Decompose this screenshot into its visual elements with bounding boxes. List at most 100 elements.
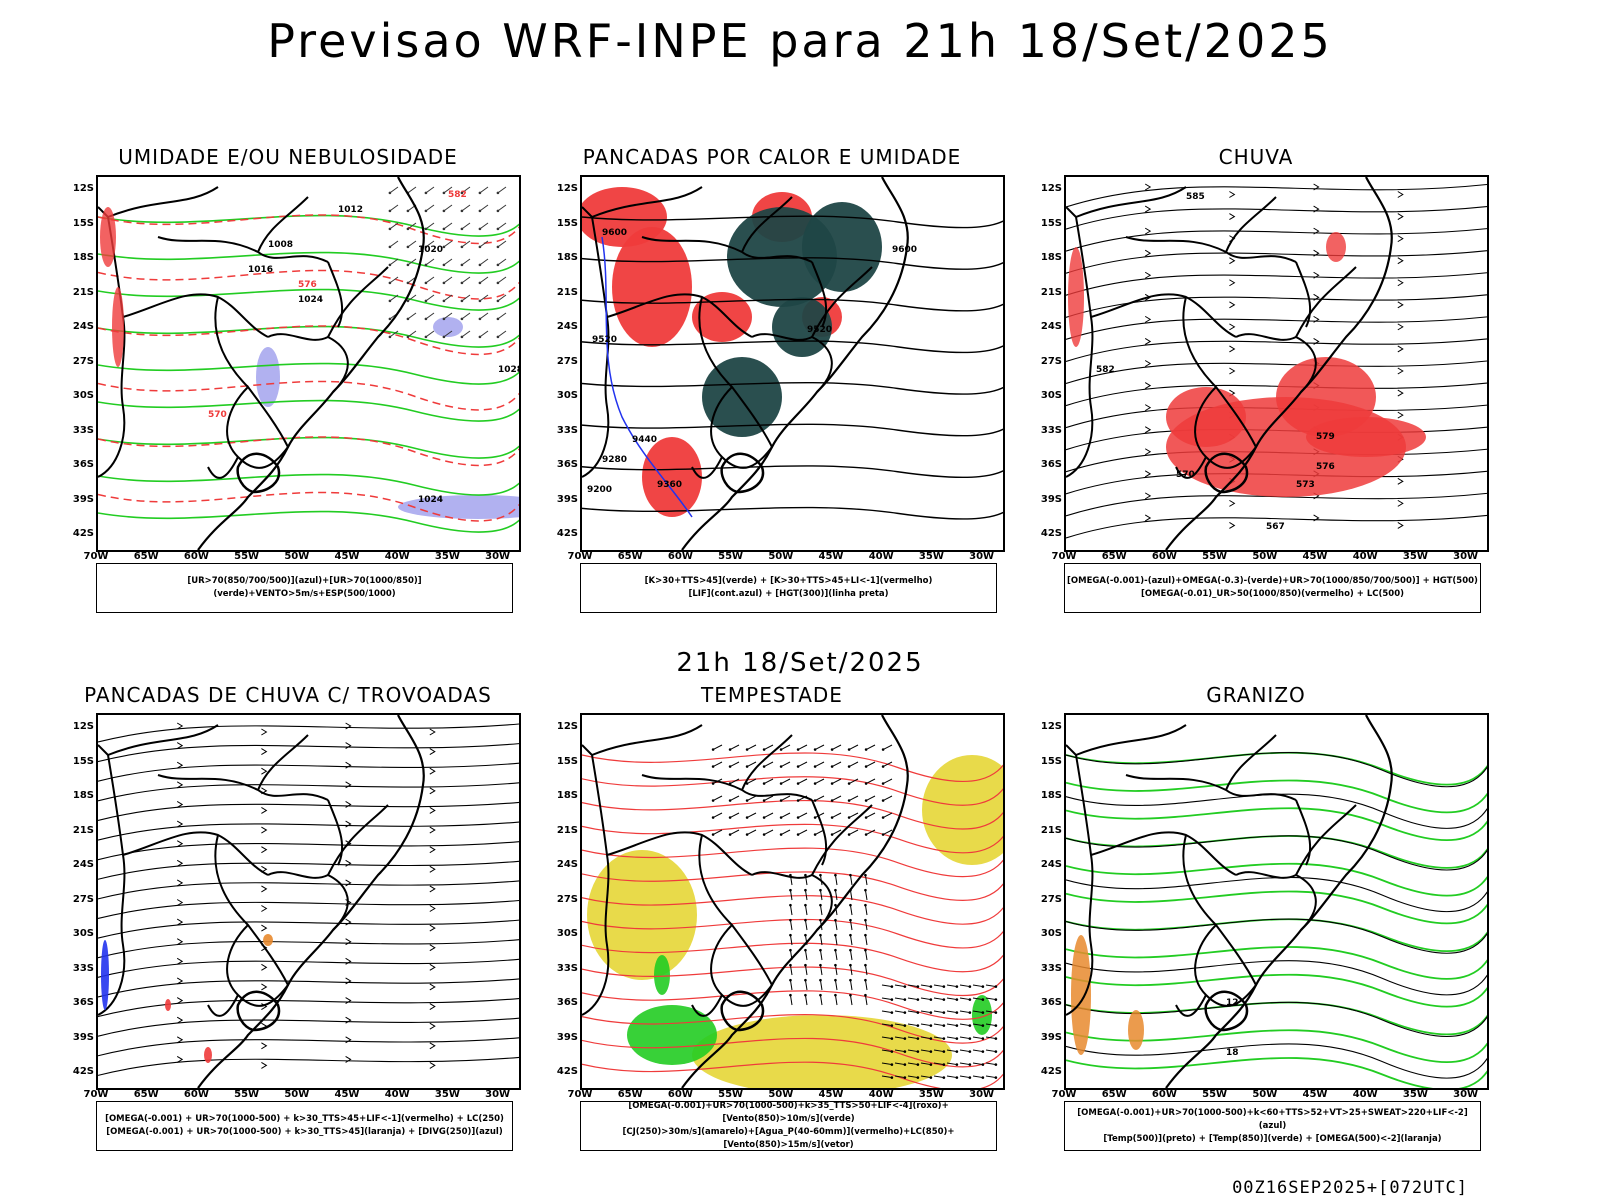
lat-tick-label: 18S	[72, 252, 94, 263]
lon-tick-label: 45W	[818, 1089, 844, 1100]
contour-label: 1024	[418, 495, 443, 505]
lon-tick-label: 65W	[617, 551, 643, 562]
panel-chuva: CHUVA 585 582 579 576 573 570 567 12S 15S 18S 21S 24…	[1016, 145, 1496, 615]
lat-tick-label: 15S	[1040, 755, 1062, 767]
lon-tick-label: 30W	[1453, 551, 1479, 562]
lat-tick-label: 42S	[72, 528, 94, 539]
panel-title: PANCADAS DE CHUVA C/ TROVOADAS	[84, 683, 492, 707]
legend-line: [OMEGA(-0.001)-(azul)+OMEGA(-0.3)-(verde…	[1067, 576, 1478, 586]
legend-line: [OMEGA(-0.01)_UR>50(1000/850)(vermelho) …	[1140, 589, 1405, 599]
legend-box: [OMEGA(-0.001)+UR>70(1000-500)+k<60+TTS>…	[1064, 1101, 1481, 1151]
legend-line: [Temp(500)](preto) + [Temp(850)](verde) …	[1103, 1133, 1442, 1144]
lon-tick-label: 35W	[1402, 551, 1428, 562]
lon-tick-label: 35W	[434, 551, 460, 562]
contour-label: 573	[1296, 480, 1315, 490]
lat-tick-label: 42S	[1040, 1066, 1062, 1077]
map-graphic: 12 18	[1066, 715, 1487, 1088]
contour-label: 9520	[592, 335, 617, 345]
lat-tick-label: 42S	[556, 528, 578, 539]
lon-tick-label: 65W	[1101, 1089, 1127, 1100]
legend-box: [OMEGA(-0.001) + UR>70(1000-500) + k>30_…	[96, 1101, 513, 1151]
lon-tick-label: 60W	[667, 1089, 693, 1100]
lon-tick-label: 30W	[485, 551, 511, 562]
run-timestamp: 00Z16SEP2025+[072UTC]	[1232, 1178, 1468, 1198]
lat-tick-label: 18S	[72, 790, 94, 801]
lat-tick-label: 27S	[72, 355, 94, 367]
lat-tick-label: 15S	[1040, 217, 1062, 229]
lat-tick-label: 21S	[72, 824, 94, 836]
panel-granizo: GRANIZO 12 18 12S 15S 18S 21S 24S 27S 30S 33S 36S 39…	[1016, 683, 1496, 1153]
lat-tick-label: 15S	[72, 217, 94, 229]
panel-title: UMIDADE E/OU NEBULOSIDADE	[118, 145, 458, 169]
lon-tick-label: 60W	[183, 551, 209, 562]
lon-tick-label: 70W	[567, 1089, 593, 1100]
lat-tick-label: 36S	[1040, 997, 1062, 1008]
lon-tick-label: 30W	[485, 1089, 511, 1100]
lat-tick-label: 39S	[1040, 493, 1062, 505]
map-graphic: 1008 1012 1016 1020 1024 1028 570 576 582 1024	[98, 177, 519, 550]
lat-tick-label: 33S	[72, 962, 94, 974]
map-plot: 1008 1012 1016 1020 1024 1028 570 576 582 1024	[96, 175, 521, 552]
map-graphic	[98, 715, 519, 1088]
legend-box: [OMEGA(-0.001)+UR>70(1000-500)+k>35_TTS>…	[580, 1101, 997, 1151]
lat-tick-label: 24S	[556, 859, 578, 870]
lon-tick-label: 65W	[133, 551, 159, 562]
lat-tick-label: 12S	[1040, 183, 1062, 194]
lon-tick-label: 45W	[334, 551, 360, 562]
map-plot: 9600 9520 9440 9360 9280 9200 9600 9520	[580, 175, 1005, 552]
lat-tick-label: 18S	[1040, 252, 1062, 263]
lat-tick-label: 12S	[72, 183, 94, 194]
lon-tick-label: 70W	[1051, 1089, 1077, 1100]
panel-title: PANCADAS POR CALOR E UMIDADE	[582, 145, 962, 169]
legend-box: [UR>70(850/700/500)](azul)+[UR>70(1000/8…	[96, 563, 513, 613]
contour-label: 9600	[602, 228, 627, 238]
lon-tick-label: 50W	[768, 551, 794, 562]
lon-tick-label: 70W	[83, 1089, 109, 1100]
lon-tick-label: 60W	[1151, 551, 1177, 562]
map-graphic	[582, 715, 1003, 1088]
contour-label: 582	[1096, 365, 1115, 375]
contour-label: 9520	[807, 325, 832, 335]
contour-label: 1020	[418, 245, 443, 255]
contour-label: 9360	[657, 480, 682, 490]
lat-tick-label: 30S	[1040, 928, 1062, 939]
lat-tick-label: 24S	[72, 321, 94, 332]
contour-label: 9600	[892, 245, 917, 255]
lon-tick-label: 45W	[1302, 551, 1328, 562]
lon-tick-label: 55W	[718, 1089, 744, 1100]
lon-tick-label: 55W	[234, 1089, 260, 1100]
panel-title: GRANIZO	[1206, 683, 1306, 707]
lon-tick-label: 40W	[1352, 1089, 1378, 1100]
legend-box: [OMEGA(-0.001)-(azul)+OMEGA(-0.3)-(verde…	[1064, 563, 1481, 613]
lat-tick-label: 42S	[72, 1066, 94, 1077]
lat-tick-label: 33S	[556, 962, 578, 974]
contour-label: 585	[1186, 192, 1205, 202]
lon-tick-label: 45W	[1302, 1089, 1328, 1100]
panel-pancadas-trovoadas: PANCADAS DE CHUVA C/ TROVOADAS 12S 15S 18S 2…	[48, 683, 528, 1153]
lon-tick-label: 30W	[969, 1089, 995, 1100]
lat-tick-label: 42S	[556, 1066, 578, 1077]
contour-label: 582	[448, 190, 467, 200]
contour-label: 12	[1226, 998, 1239, 1008]
lon-tick-label: 55W	[718, 551, 744, 562]
contour-label: 570	[208, 410, 227, 420]
lat-tick-label: 21S	[1040, 824, 1062, 836]
lat-tick-label: 27S	[1040, 355, 1062, 367]
lon-tick-label: 40W	[1352, 551, 1378, 562]
lat-tick-label: 36S	[556, 459, 578, 470]
legend-line: [OMEGA(-0.001)+UR>70(1000-500)+k<60+TTS>…	[1077, 1107, 1468, 1131]
lat-tick-label: 39S	[556, 493, 578, 505]
contour-label: 9200	[587, 485, 612, 495]
lat-tick-label: 15S	[556, 217, 578, 229]
lat-tick-label: 30S	[72, 390, 94, 401]
lat-tick-label: 21S	[1040, 286, 1062, 298]
lat-tick-label: 27S	[556, 355, 578, 367]
map-graphic: 9600 9520 9440 9360 9280 9200 9600 9520	[582, 177, 1003, 550]
lat-tick-label: 42S	[1040, 528, 1062, 539]
lon-tick-label: 65W	[133, 1089, 159, 1100]
lon-tick-label: 40W	[868, 1089, 894, 1100]
contour-label: 1028	[498, 365, 519, 375]
lat-tick-label: 39S	[556, 1031, 578, 1043]
panel-title: CHUVA	[1218, 145, 1294, 169]
lon-tick-label: 50W	[768, 1089, 794, 1100]
